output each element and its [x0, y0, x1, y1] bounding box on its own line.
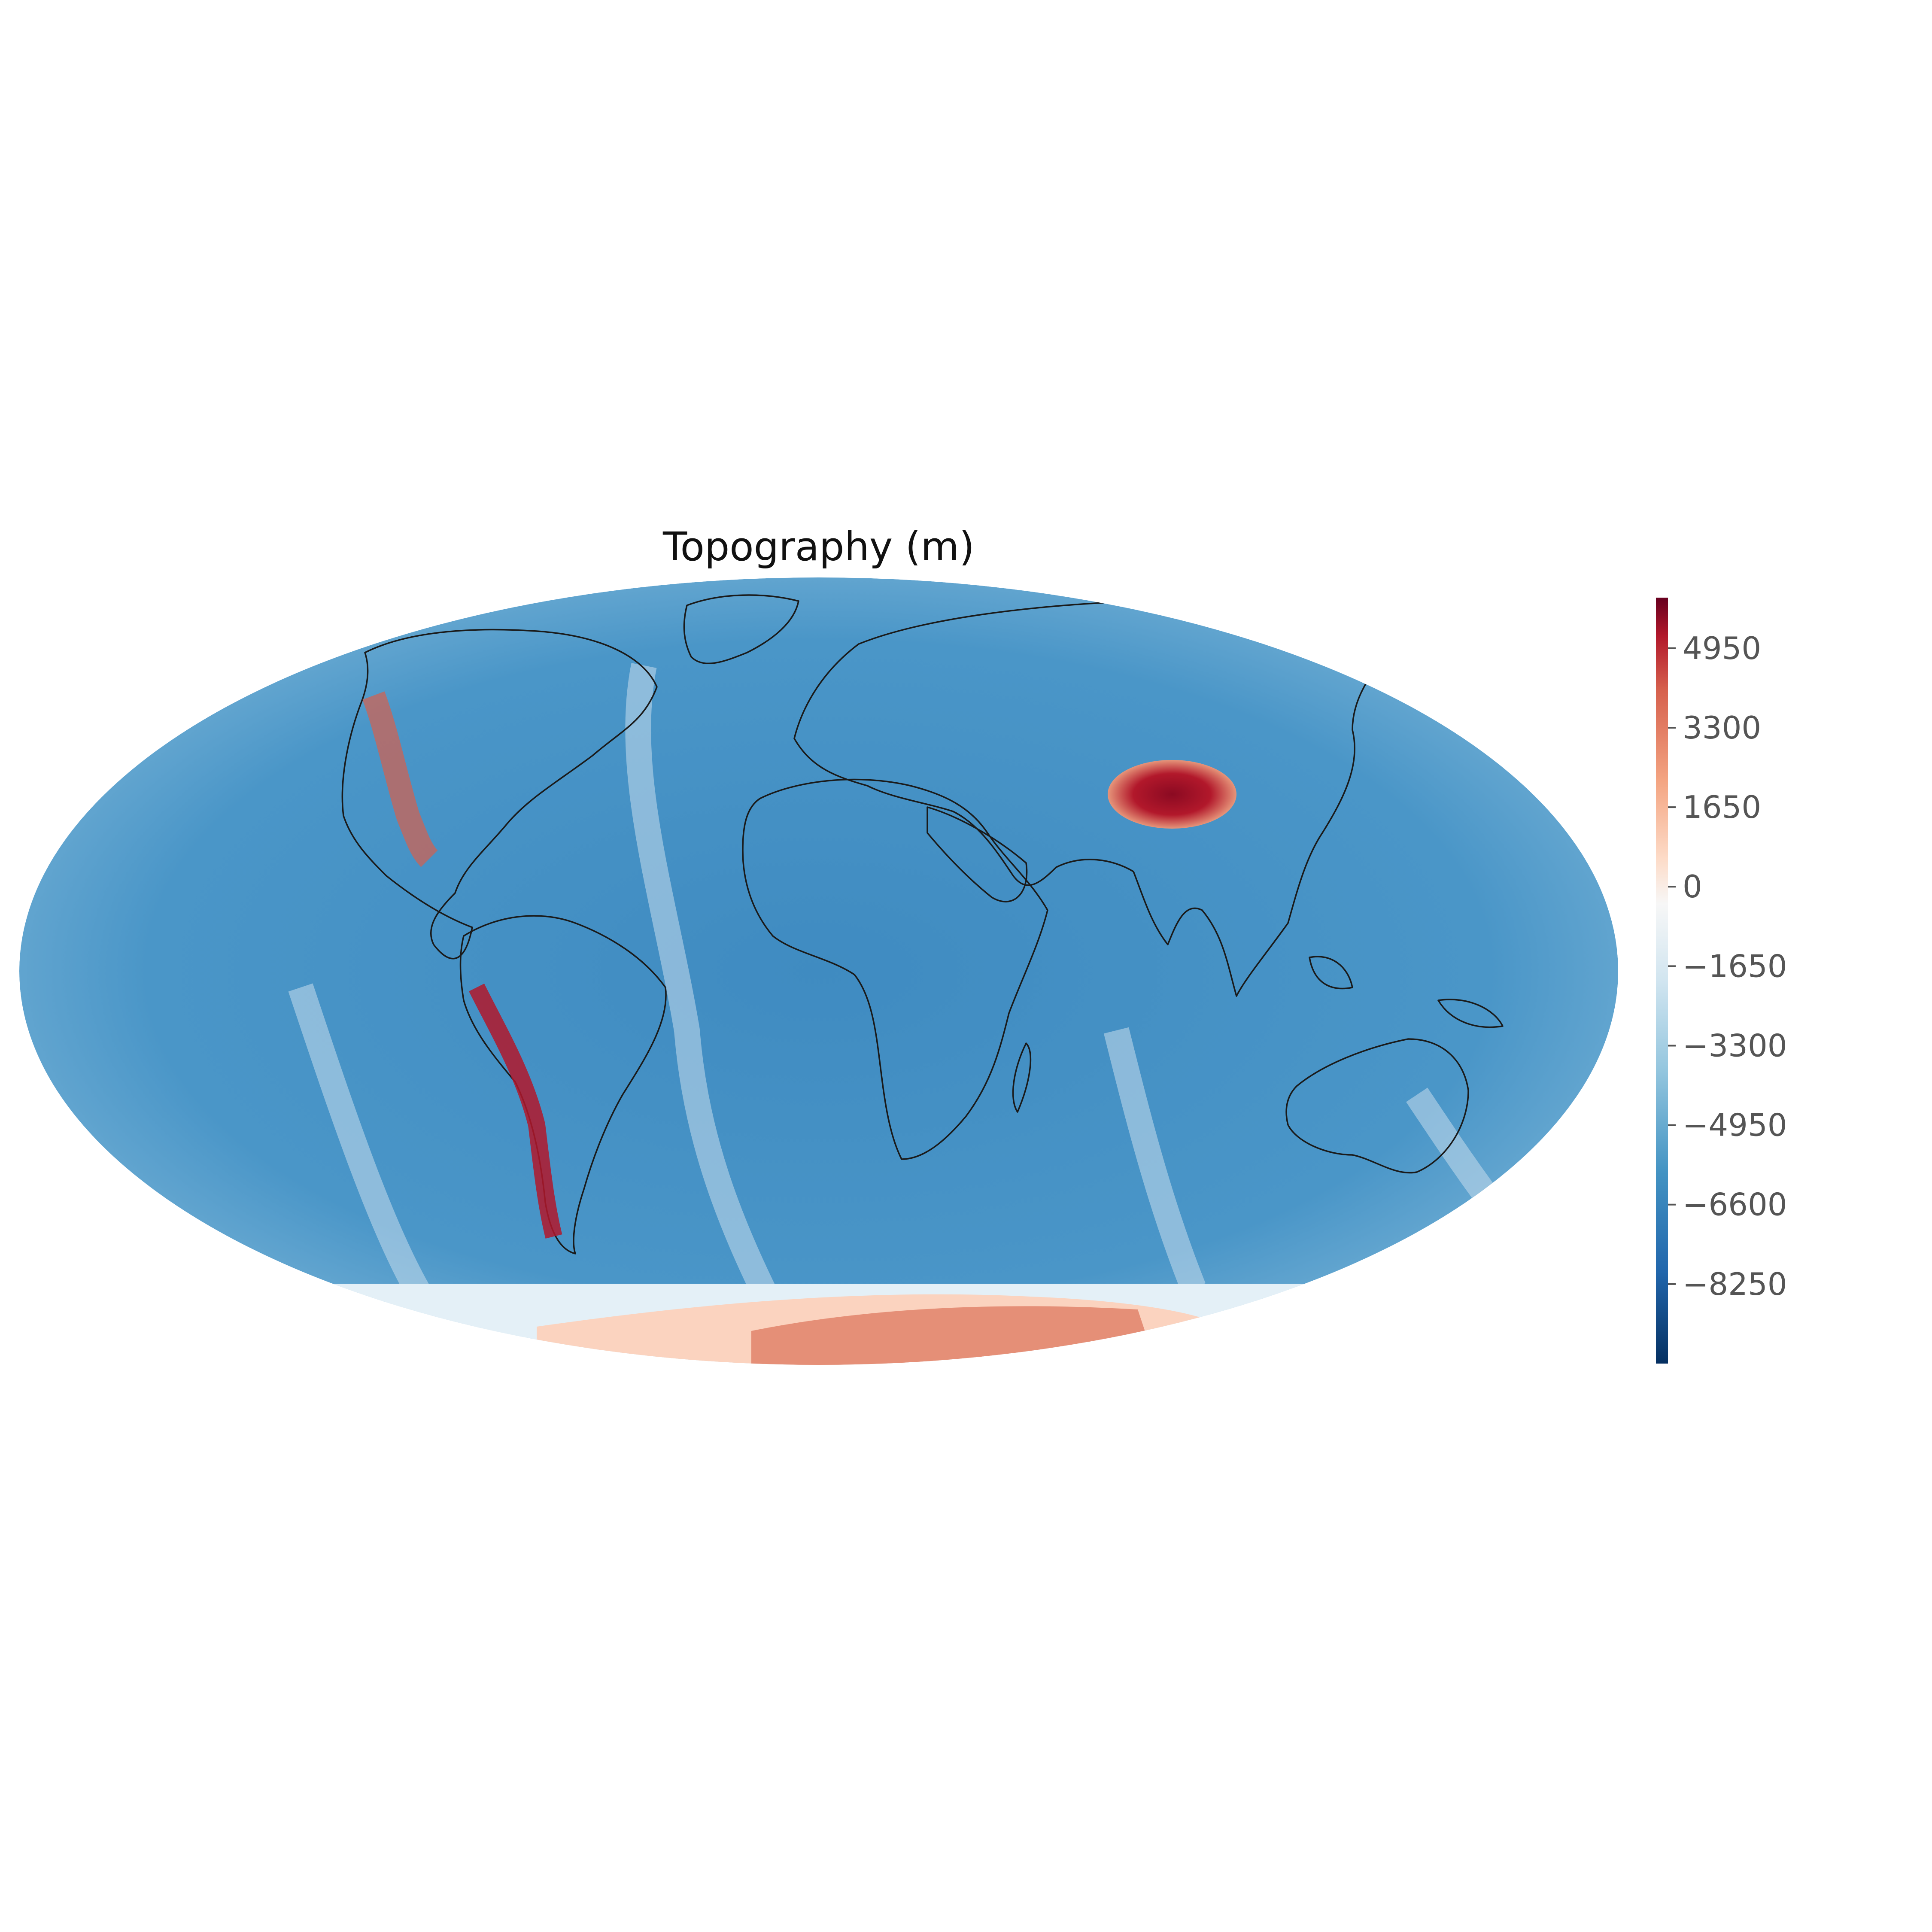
north-america [341, 629, 658, 960]
colorbar-gradient [1656, 598, 1668, 1364]
ocean-fill [19, 577, 1618, 1365]
colorbar-tick-label: −8250 [1683, 1266, 1787, 1302]
colorbar-tick-label: −6600 [1683, 1187, 1787, 1223]
arabian-peninsula [927, 806, 1028, 902]
colorbar: 4950 3300 1650 0 −1650 −3300 −4950 −6600 −8250 [1656, 598, 1787, 1364]
colorbar-tick-label: 1650 [1683, 789, 1761, 825]
colorbar-tick-label: 4950 [1683, 630, 1761, 666]
colorbar-tick-label: −1650 [1683, 948, 1787, 984]
colorbar-ticks: 4950 3300 1650 0 −1650 −3300 −4950 −6600 −8250 [1668, 630, 1787, 1302]
madagascar [1012, 1042, 1032, 1113]
south-america [459, 915, 667, 1255]
colorbar-tick-label: −4950 [1683, 1107, 1787, 1143]
tibetan-plateau [1108, 760, 1236, 829]
colorbar-tick-label: −3300 [1683, 1027, 1787, 1063]
greenland [683, 594, 799, 665]
colorbar-tick-label: 3300 [1683, 710, 1761, 746]
globe [19, 577, 1618, 1365]
map-title: Topography (m) [662, 524, 975, 570]
maritime-southeast-asia [1309, 956, 1504, 1028]
australia [1285, 1038, 1469, 1174]
colorbar-tick-label: 0 [1683, 869, 1702, 905]
africa [742, 778, 1048, 1160]
